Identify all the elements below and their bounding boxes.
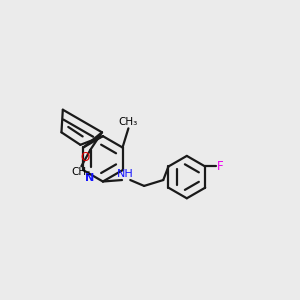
Text: F: F xyxy=(217,160,224,173)
Text: O: O xyxy=(80,152,90,164)
Text: CH₃: CH₃ xyxy=(119,117,138,127)
Text: N: N xyxy=(85,173,94,183)
Text: NH: NH xyxy=(117,169,133,179)
Text: CH₃: CH₃ xyxy=(72,167,91,177)
